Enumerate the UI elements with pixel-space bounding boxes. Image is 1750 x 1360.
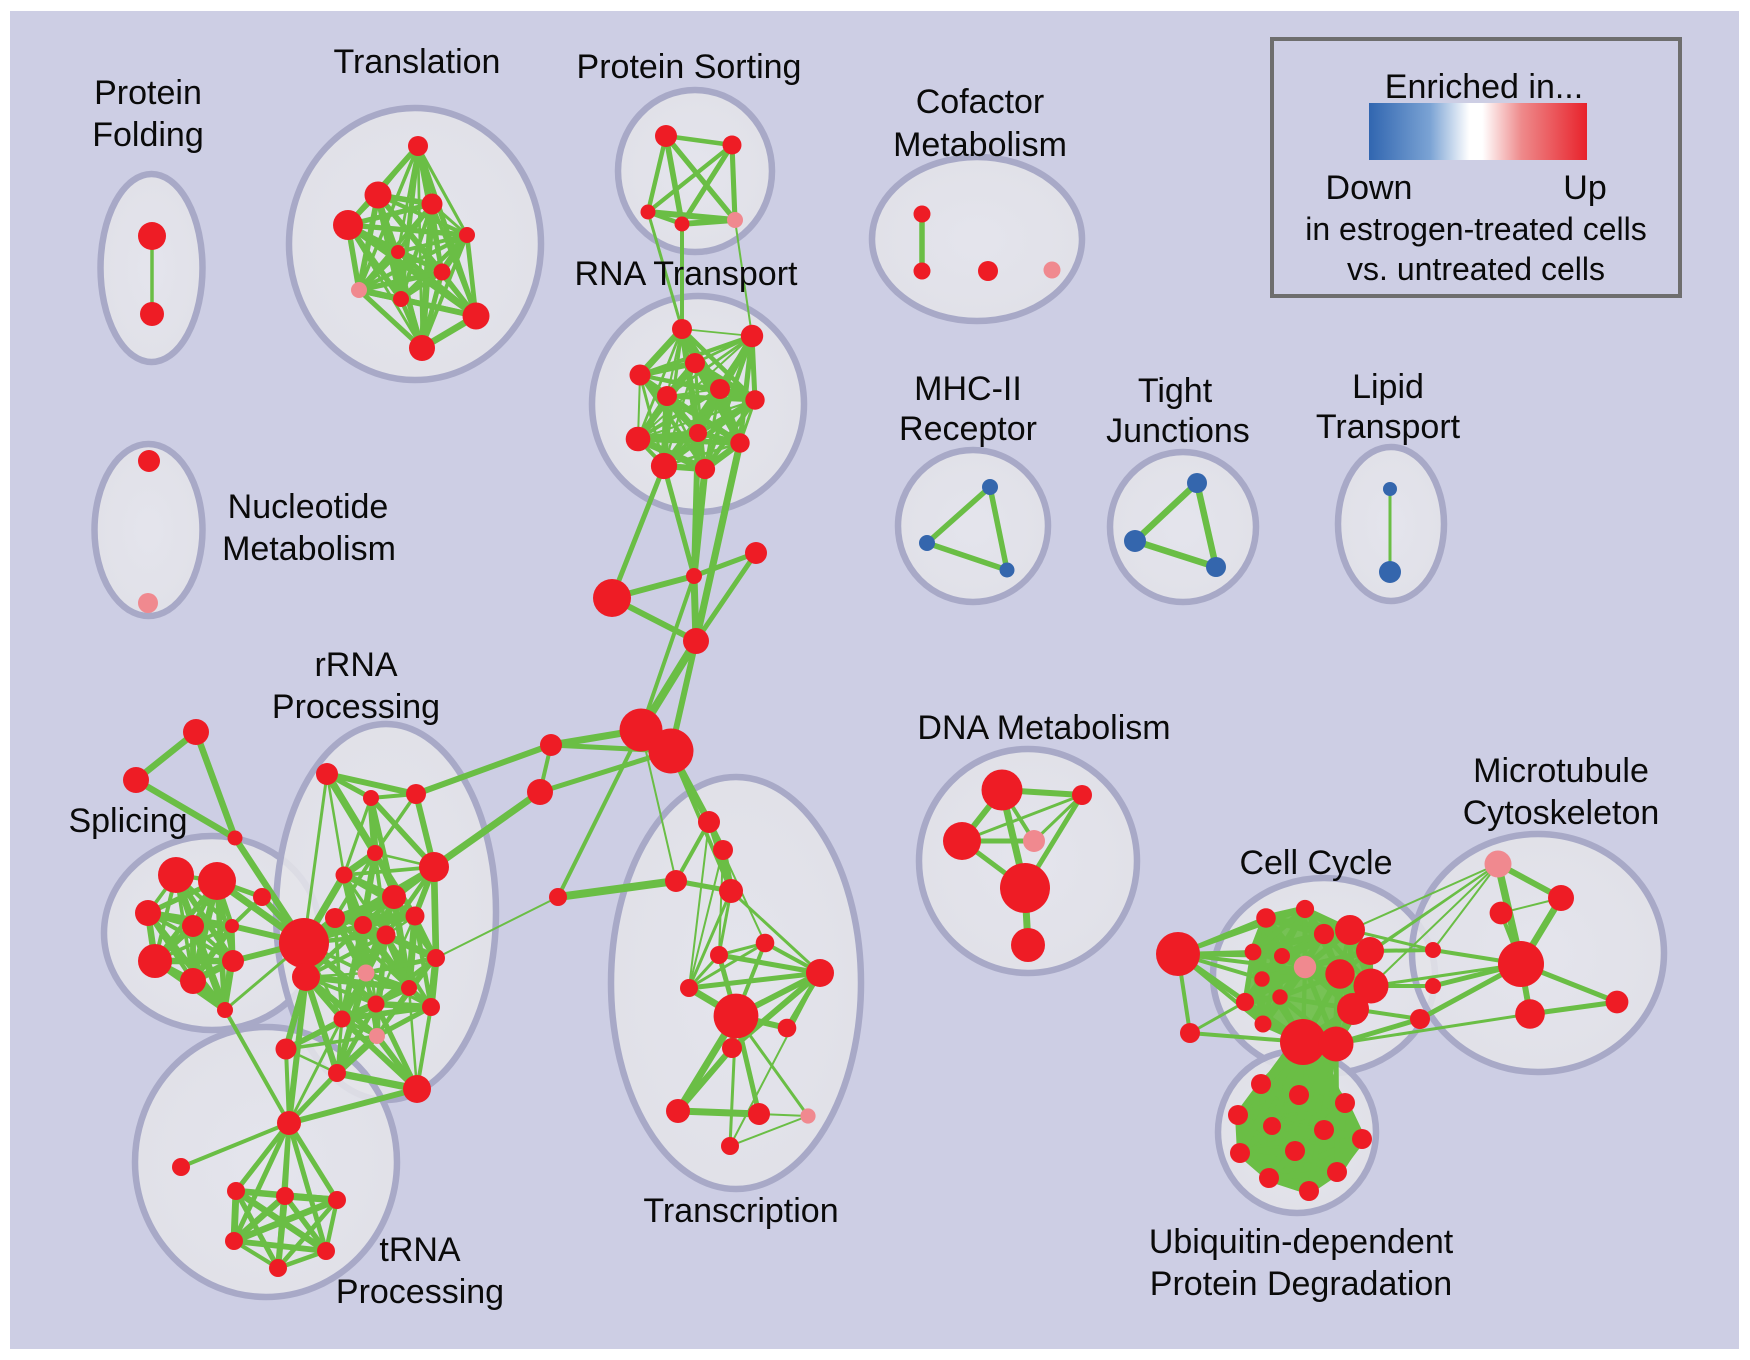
svg-text:Protein Sorting: Protein Sorting xyxy=(577,48,802,86)
svg-text:Translation: Translation xyxy=(334,43,501,81)
svg-text:Enriched in...: Enriched in... xyxy=(1385,68,1583,106)
svg-text:Ubiquitin-dependent: Ubiquitin-dependent xyxy=(1149,1223,1454,1261)
svg-text:Splicing: Splicing xyxy=(68,802,187,840)
svg-text:Down: Down xyxy=(1326,169,1413,207)
svg-text:rRNA: rRNA xyxy=(314,646,397,684)
svg-text:Up: Up xyxy=(1563,169,1606,207)
svg-text:Protein: Protein xyxy=(94,74,202,112)
svg-text:Transcription: Transcription xyxy=(643,1192,838,1230)
svg-text:Processing: Processing xyxy=(336,1273,504,1311)
svg-text:Receptor: Receptor xyxy=(899,410,1037,448)
svg-text:Cytoskeleton: Cytoskeleton xyxy=(1463,794,1660,832)
svg-text:RNA Transport: RNA Transport xyxy=(575,255,799,293)
svg-text:DNA Metabolism: DNA Metabolism xyxy=(917,709,1170,747)
svg-text:Junctions: Junctions xyxy=(1106,412,1250,450)
svg-text:Tight: Tight xyxy=(1138,372,1213,410)
svg-text:Folding: Folding xyxy=(92,116,204,154)
svg-text:Metabolism: Metabolism xyxy=(222,530,396,568)
svg-text:tRNA: tRNA xyxy=(379,1231,461,1269)
svg-text:Lipid: Lipid xyxy=(1352,368,1424,406)
svg-text:vs. untreated cells: vs. untreated cells xyxy=(1347,251,1605,287)
svg-text:MHC-II: MHC-II xyxy=(914,370,1022,408)
svg-text:Metabolism: Metabolism xyxy=(893,126,1067,164)
svg-text:Cofactor: Cofactor xyxy=(916,83,1045,121)
svg-text:Microtubule: Microtubule xyxy=(1473,752,1649,790)
svg-text:Protein Degradation: Protein Degradation xyxy=(1150,1265,1452,1303)
svg-text:Transport: Transport xyxy=(1316,408,1461,446)
svg-text:Cell Cycle: Cell Cycle xyxy=(1239,844,1392,882)
svg-text:Processing: Processing xyxy=(272,688,440,726)
svg-text:in estrogen-treated cells: in estrogen-treated cells xyxy=(1305,211,1647,247)
svg-text:Nucleotide: Nucleotide xyxy=(228,488,389,526)
